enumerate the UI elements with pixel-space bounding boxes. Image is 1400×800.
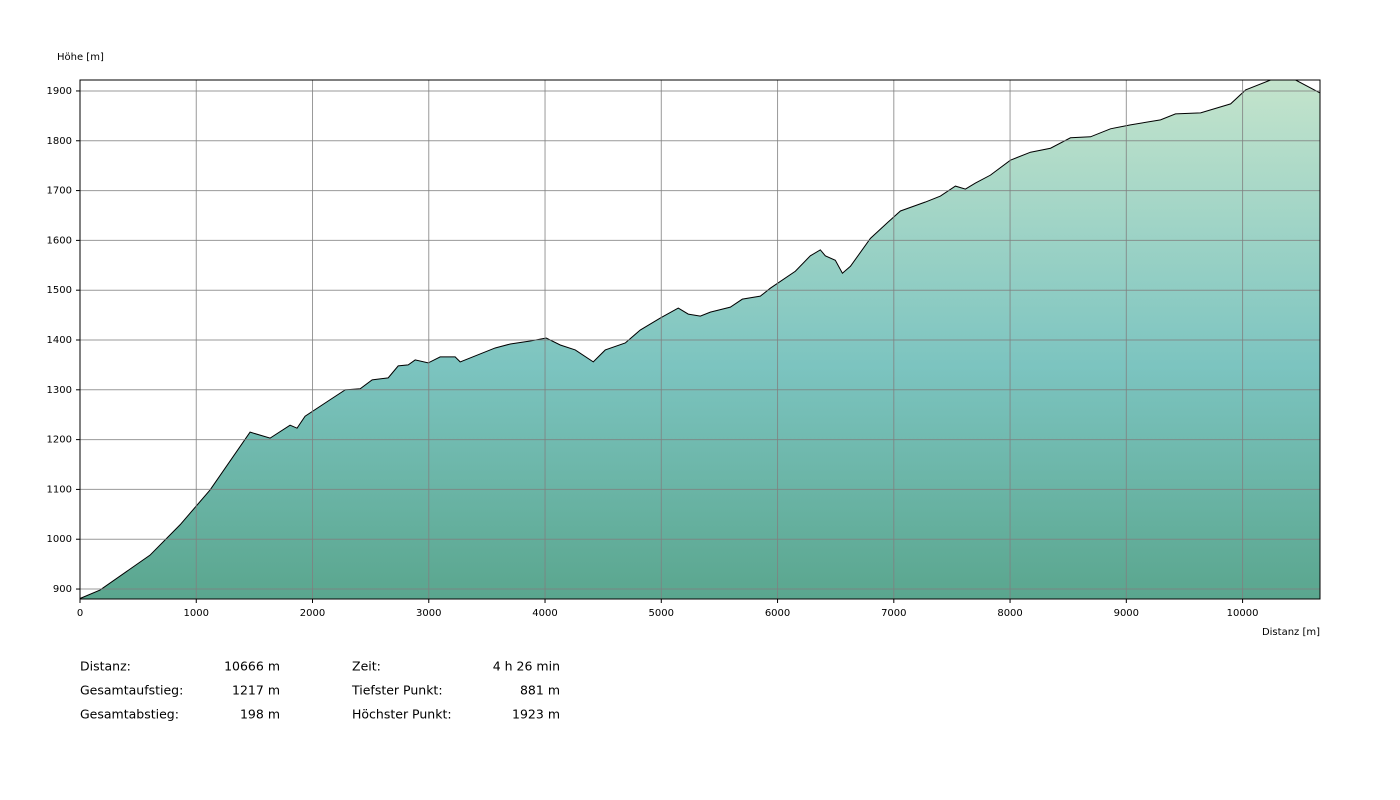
- x-tick-label: 1000: [184, 608, 209, 619]
- stat-label: Gesamtabstieg:: [80, 707, 179, 722]
- stat-value: 4 h 26 min: [493, 659, 560, 674]
- area-line: [79, 79, 1321, 599]
- y-tick-label: 1600: [47, 235, 72, 246]
- y-tick-label: 1300: [47, 385, 72, 396]
- stat-value: 1217 m: [232, 683, 280, 698]
- x-tick-label: 9000: [1114, 608, 1139, 619]
- y-tick-label: 1900: [47, 86, 72, 97]
- stat-value: 881 m: [520, 683, 560, 698]
- y-tick-label: 900: [53, 584, 72, 595]
- x-tick-label: 7000: [881, 608, 906, 619]
- y-tick-label: 1500: [47, 285, 72, 296]
- plot-frame: [79, 79, 1321, 600]
- x-tick-label: 6000: [765, 608, 790, 619]
- x-axis-label: Distanz [m]: [1262, 627, 1320, 638]
- y-tick-label: 1700: [47, 186, 72, 197]
- y-tick-label: 1100: [47, 484, 72, 495]
- y-tick-label: 1400: [47, 335, 72, 346]
- y-tick-label: 1800: [47, 136, 72, 147]
- y-tick-label: 1000: [47, 534, 72, 545]
- x-tick-label: 8000: [997, 608, 1022, 619]
- stat-value: 10666 m: [224, 659, 280, 674]
- x-tick-label: 0: [77, 608, 83, 619]
- x-tick-label: 2000: [300, 608, 325, 619]
- x-tick-label: 4000: [532, 608, 557, 619]
- stat-value: 1923 m: [512, 707, 560, 722]
- x-tick-label: 5000: [649, 608, 674, 619]
- x-tick-label: 10000: [1227, 608, 1259, 619]
- stat-label: Zeit:: [352, 659, 381, 674]
- y-axis-label: Höhe [m]: [57, 52, 104, 63]
- stat-value: 198 m: [240, 707, 280, 722]
- stat-label: Gesamtaufstieg:: [80, 683, 183, 698]
- stat-label: Tiefster Punkt:: [351, 683, 443, 698]
- x-tick-label: 3000: [416, 608, 441, 619]
- stat-label: Distanz:: [80, 659, 131, 674]
- y-tick-label: 1200: [47, 435, 72, 446]
- stat-label: Höchster Punkt:: [352, 707, 452, 722]
